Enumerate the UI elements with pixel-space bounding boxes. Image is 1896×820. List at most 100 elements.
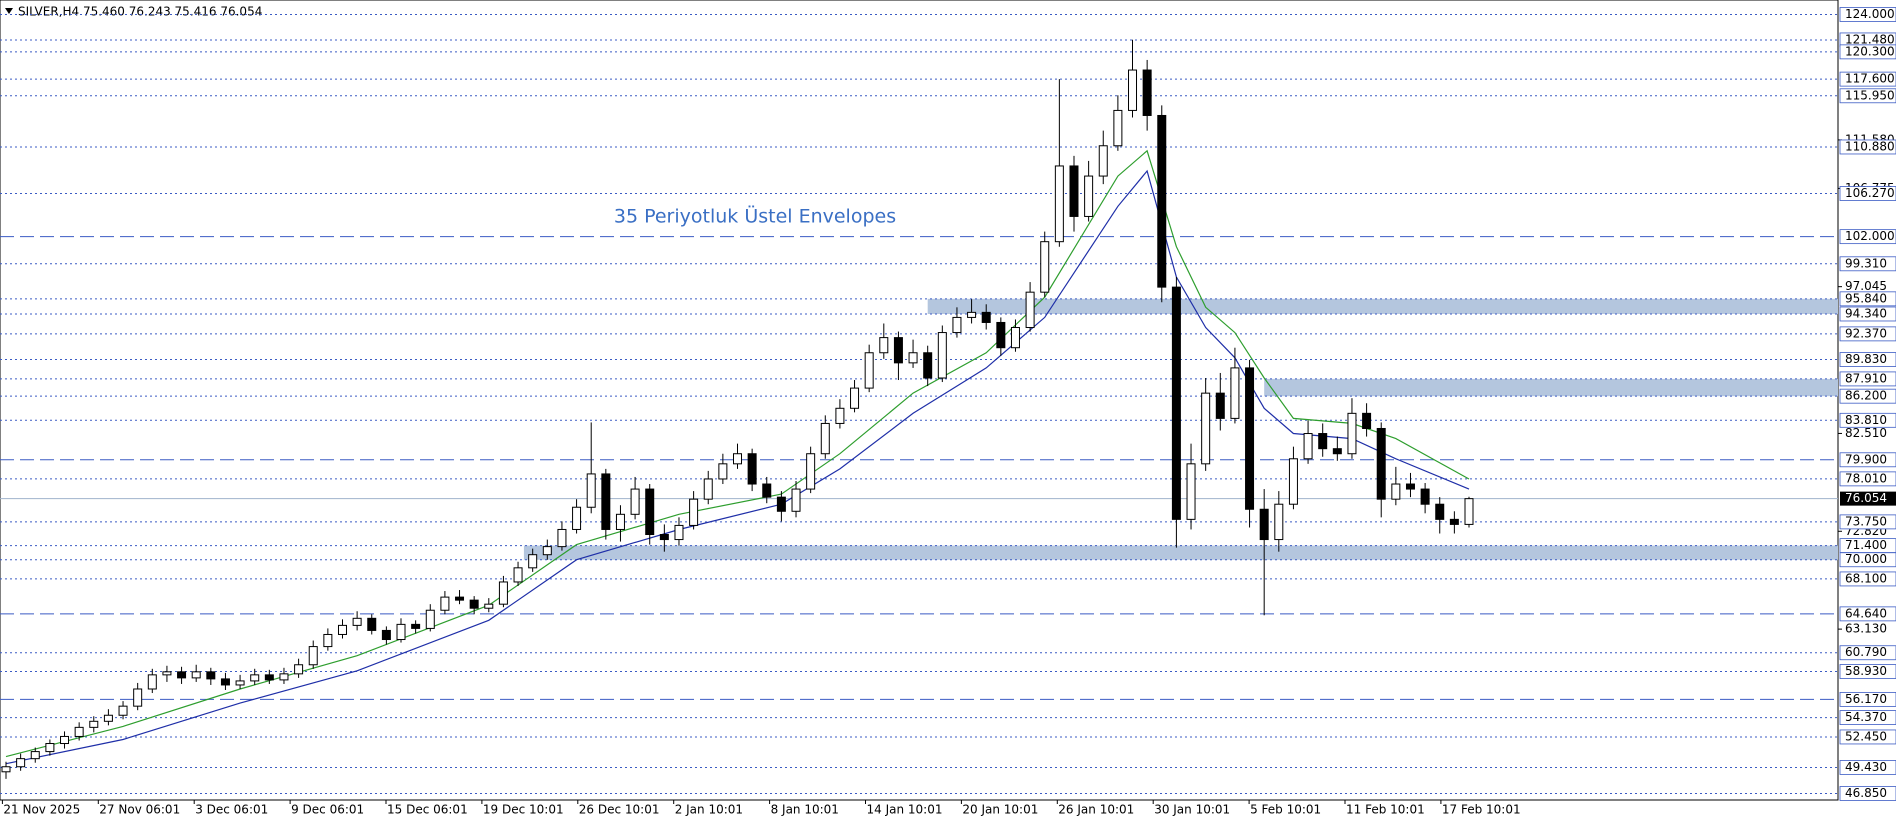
level-label-box bbox=[1839, 291, 1896, 307]
level-label-box bbox=[1839, 88, 1896, 104]
x-tick-label: 3 Dec 06:01 bbox=[195, 803, 268, 817]
level-label: 78.010 bbox=[1845, 471, 1887, 485]
level-label: 99.310 bbox=[1845, 256, 1887, 270]
level-label-box bbox=[1839, 352, 1896, 367]
candle-body bbox=[220, 678, 230, 686]
candle-body bbox=[177, 671, 187, 679]
level-label-box bbox=[1839, 786, 1896, 801]
candle-body bbox=[747, 453, 757, 485]
candle-body bbox=[206, 671, 216, 680]
candle-body bbox=[440, 596, 450, 611]
level-label: 86.200 bbox=[1845, 389, 1887, 403]
level-label-box bbox=[1839, 412, 1896, 428]
y-tick-label: 82.510 bbox=[1845, 426, 1887, 440]
candle-body bbox=[250, 674, 260, 682]
level-label-box bbox=[1839, 388, 1896, 404]
candle-body bbox=[367, 617, 377, 631]
candle-body bbox=[235, 680, 245, 686]
candle-body bbox=[425, 609, 435, 629]
level-label-box bbox=[1839, 471, 1896, 487]
candle-body bbox=[615, 513, 625, 530]
candle-body bbox=[762, 483, 772, 498]
candle-body bbox=[1303, 433, 1313, 460]
candle-body bbox=[30, 751, 40, 760]
level-label-box bbox=[1839, 760, 1896, 775]
candle-body bbox=[89, 720, 99, 728]
level-label: 79.900 bbox=[1845, 452, 1887, 466]
x-tick-label: 14 Jan 10:01 bbox=[867, 803, 943, 817]
candle-body bbox=[1054, 165, 1064, 243]
candle-body bbox=[455, 596, 465, 601]
level-label: 83.810 bbox=[1845, 413, 1887, 427]
candle-body bbox=[1274, 503, 1284, 541]
candle-body bbox=[937, 332, 947, 379]
candle-body bbox=[908, 352, 918, 364]
candle-body bbox=[1142, 69, 1152, 116]
candle-body bbox=[967, 311, 977, 318]
level-label-box bbox=[1839, 229, 1896, 245]
candle-body bbox=[484, 603, 494, 609]
candle-body bbox=[718, 463, 728, 480]
candle-body bbox=[1186, 463, 1196, 520]
candle-body bbox=[498, 581, 508, 605]
annotation: 35 Periyotluk Üstel Envelopes bbox=[614, 205, 896, 228]
candle-body bbox=[1405, 483, 1415, 490]
candle-body bbox=[1098, 145, 1108, 177]
candle-body bbox=[1, 766, 11, 773]
candle-body bbox=[381, 629, 391, 641]
candle-body bbox=[352, 617, 362, 626]
candle-body bbox=[1201, 392, 1211, 465]
x-tick-label: 19 Dec 10:01 bbox=[483, 803, 564, 817]
candle-body bbox=[133, 688, 143, 707]
candle-body bbox=[1215, 392, 1225, 419]
candle-body bbox=[469, 599, 479, 609]
level-label-box bbox=[1839, 514, 1896, 530]
candle-body bbox=[1391, 483, 1401, 500]
level-label-box bbox=[1839, 729, 1896, 745]
level-label: 95.840 bbox=[1845, 291, 1887, 305]
zone bbox=[523, 545, 1838, 560]
level-label: 56.170 bbox=[1845, 692, 1887, 706]
x-tick-label: 15 Dec 06:01 bbox=[387, 803, 468, 817]
candle-body bbox=[1259, 508, 1269, 541]
candle-body bbox=[118, 705, 128, 716]
candle-body bbox=[323, 633, 333, 648]
x-tick-label: 8 Jan 10:01 bbox=[771, 803, 839, 817]
candle-body bbox=[879, 337, 889, 354]
candle-body bbox=[528, 554, 538, 569]
candle-body bbox=[60, 735, 70, 745]
candle-body bbox=[1069, 165, 1079, 217]
candle-body bbox=[1464, 498, 1474, 525]
level-label-box bbox=[1839, 71, 1896, 87]
candle-body bbox=[191, 671, 201, 679]
candle-body bbox=[147, 674, 157, 690]
level-label: 54.370 bbox=[1845, 710, 1887, 724]
level-label: 124.000 bbox=[1845, 7, 1895, 21]
level-label-box bbox=[1839, 606, 1896, 622]
level-label: 87.910 bbox=[1845, 371, 1887, 385]
candle-body bbox=[835, 407, 845, 424]
candle-body bbox=[513, 567, 523, 583]
y-tick-label: 63.130 bbox=[1845, 622, 1887, 636]
candle-body bbox=[1113, 109, 1123, 147]
x-tick-label: 17 Feb 10:01 bbox=[1442, 803, 1521, 817]
level-label-box bbox=[1839, 552, 1896, 568]
x-tick-label: 5 Feb 10:01 bbox=[1250, 803, 1321, 817]
candle-body bbox=[1084, 175, 1094, 217]
level-label: 115.950 bbox=[1845, 88, 1895, 102]
y-tick-label: 97.045 bbox=[1845, 279, 1887, 293]
level-label-box bbox=[1839, 256, 1896, 272]
level-label-box bbox=[1839, 44, 1896, 60]
level-label: 46.850 bbox=[1845, 786, 1887, 800]
candle-body bbox=[1010, 327, 1020, 349]
candle-body bbox=[411, 623, 421, 629]
level-label-box bbox=[1839, 645, 1896, 661]
level-label: 64.640 bbox=[1845, 606, 1887, 620]
candle-body bbox=[1025, 291, 1035, 329]
level-label-box bbox=[1839, 306, 1896, 322]
candle-body bbox=[1157, 114, 1167, 288]
level-label-box bbox=[1839, 571, 1896, 587]
candle-body bbox=[308, 646, 318, 666]
